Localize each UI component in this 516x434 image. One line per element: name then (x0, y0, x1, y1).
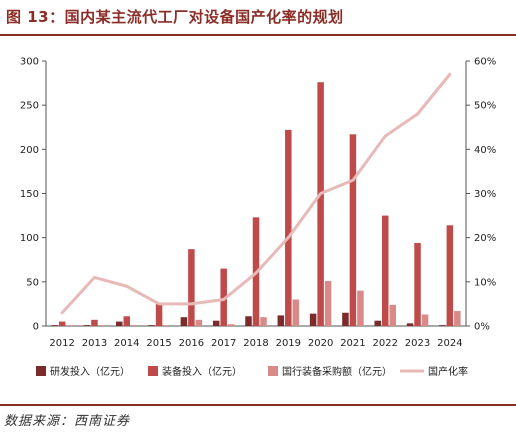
bar-purchase (227, 324, 235, 326)
x-tick-label: 2019 (276, 338, 301, 349)
right-tick-label: 0% (474, 322, 490, 333)
bar-rnd (83, 325, 91, 326)
legend-label: 装备投入（亿元） (162, 365, 242, 378)
source-divider (0, 404, 516, 406)
bar-rnd (406, 323, 414, 326)
bar-purchase (66, 325, 73, 326)
legend-swatch-1 (148, 366, 158, 376)
bar-purchase (195, 319, 203, 326)
bar-purchase (163, 325, 170, 326)
bar-rnd (309, 313, 317, 326)
combo-chart: 0 50 100 150 200 250 300 0% 10% 20% 30% 40% 50% 60% 20… (20, 57, 496, 379)
data-source: 数据来源：西南证券 (4, 414, 131, 429)
bar-equipment (58, 321, 66, 326)
x-tick-label: 2024 (437, 338, 462, 349)
bar-rnd (245, 316, 252, 326)
bar-rnd (439, 325, 446, 326)
bar-purchase (357, 290, 364, 326)
bar-equipment (285, 129, 292, 326)
bar-equipment (349, 134, 357, 326)
x-tick-label: 2018 (243, 338, 268, 349)
left-tick-label: 250 (20, 101, 39, 112)
bar-equipment (381, 215, 389, 326)
bar-purchase (292, 299, 300, 326)
legend-label: 国行装备采购额（亿元） (282, 365, 392, 378)
figure-title-bar: 图 13：国内某主流代工厂对设备国产化率的规划 (0, 0, 516, 36)
left-tick-label: 200 (20, 145, 39, 156)
localization-rate-line (60, 72, 452, 315)
bar-purchase (454, 310, 461, 326)
left-tick-label: 100 (20, 233, 39, 244)
bar-purchase (98, 325, 106, 326)
bar-rnd (180, 317, 188, 326)
bar-equipment (446, 225, 454, 326)
legend-label: 国产化率 (428, 365, 468, 378)
bar-rnd (116, 321, 123, 326)
x-tick-label: 2016 (179, 338, 204, 349)
left-tick-label: 0 (33, 322, 39, 333)
left-tick-label: 150 (20, 189, 39, 200)
x-tick-label: 2017 (211, 338, 236, 349)
right-tick-label: 10% (474, 277, 496, 288)
right-tick-label: 40% (474, 145, 496, 156)
left-tick-label: 300 (20, 57, 39, 68)
right-tick-label: 50% (474, 101, 496, 112)
x-tick-label: 2022 (373, 338, 398, 349)
x-tick-label: 2013 (82, 338, 107, 349)
bar-purchase (324, 280, 332, 326)
bar-equipment (91, 319, 98, 326)
bar-equipment (220, 268, 227, 326)
title-divider (0, 34, 516, 36)
bar-equipment (317, 82, 324, 326)
bar-purchase (260, 317, 267, 326)
right-tick-label: 60% (474, 57, 496, 68)
bar-purchase (131, 325, 138, 326)
bar-equipment (123, 316, 131, 326)
right-tick-label: 20% (474, 233, 496, 244)
right-tick-label: 30% (474, 189, 496, 200)
x-tick-label: 2021 (340, 338, 365, 349)
bar-equipment (155, 303, 163, 326)
bar-rnd (148, 325, 155, 326)
x-tick-label: 2015 (146, 338, 171, 349)
bar-equipment (414, 242, 421, 326)
bar-purchase (389, 304, 396, 326)
legend-swatch-2 (268, 366, 278, 376)
bar-purchase (421, 314, 429, 326)
legend-swatch-0 (36, 366, 46, 376)
bar-rnd (212, 320, 220, 326)
bar-rnd (374, 320, 381, 326)
bar-rnd (342, 312, 349, 326)
figure-title: 图 13：国内某主流代工厂对设备国产化率的规划 (6, 8, 344, 26)
x-tick-label: 2023 (405, 338, 430, 349)
x-tick-label: 2012 (49, 338, 74, 349)
bar-rnd (51, 325, 58, 326)
x-tick-label: 2020 (308, 338, 333, 349)
x-tick-label: 2014 (114, 338, 139, 349)
bar-equipment (188, 249, 195, 326)
left-tick-label: 50 (26, 277, 39, 288)
bar-rnd (277, 315, 285, 326)
legend-label: 研发投入（亿元） (50, 365, 130, 378)
